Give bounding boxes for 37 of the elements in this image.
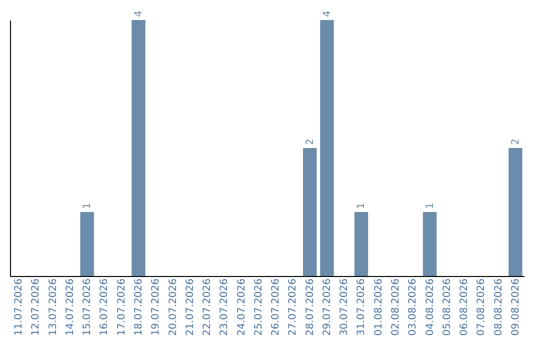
data-label: 4 xyxy=(322,10,333,17)
x-tick-label: 22.07.2026 xyxy=(202,278,214,336)
x-tick-label: 12.07.2026 xyxy=(30,278,42,336)
x-tick-label: 14.07.2026 xyxy=(64,278,76,336)
x-tick-label: 31.07.2026 xyxy=(356,278,368,336)
x-tick-label: 07.08.2026 xyxy=(476,278,488,336)
data-label: 1 xyxy=(82,202,94,209)
x-tick-label: 26.07.2026 xyxy=(270,278,282,336)
x-tick-label: 20.07.2026 xyxy=(168,278,179,336)
x-tick-label: 02.08.2026 xyxy=(390,278,402,336)
x-tick-label: 19.07.2026 xyxy=(150,278,162,336)
data-label: 1 xyxy=(356,202,368,209)
x-tick-label: 30.07.2026 xyxy=(339,278,350,336)
x-tick-label: 15.07.2026 xyxy=(82,278,94,336)
x-tick-label: 03.08.2026 xyxy=(408,278,419,336)
x-tick-label: 05.08.2026 xyxy=(442,278,453,336)
x-tick-label: 08.08.2026 xyxy=(493,278,504,336)
x-tick-label: 11.07.2026 xyxy=(14,278,25,336)
x-tick-label: 16.07.2026 xyxy=(99,278,110,336)
x-tick-label: 18.07.2026 xyxy=(134,278,144,336)
x-tick-label: 27.07.2026 xyxy=(288,278,299,336)
x-tick-label: 25.07.2026 xyxy=(253,278,264,336)
data-label: 2 xyxy=(510,138,522,145)
x-tick-label: 28.07.2026 xyxy=(304,278,316,336)
x-tick-label: 23.07.2026 xyxy=(219,278,230,336)
data-label: 2 xyxy=(304,138,316,145)
x-tick-label: 21.07.2026 xyxy=(184,278,196,336)
data-label: 1 xyxy=(424,202,436,209)
x-tick-label: 04.08.2026 xyxy=(424,278,436,336)
x-tick-label: 29.07.2026 xyxy=(322,278,333,336)
x-tick-label: 01.08.2026 xyxy=(373,278,384,336)
x-tick-label: 24.07.2026 xyxy=(236,278,248,336)
x-tick-label: 13.07.2026 xyxy=(48,278,59,336)
data-label: 4 xyxy=(134,10,144,17)
x-tick-label: 17.07.2026 xyxy=(116,278,128,336)
x-tick-label: 06.08.2026 xyxy=(459,278,470,336)
x-tick-label: 09.08.2026 xyxy=(510,278,522,336)
